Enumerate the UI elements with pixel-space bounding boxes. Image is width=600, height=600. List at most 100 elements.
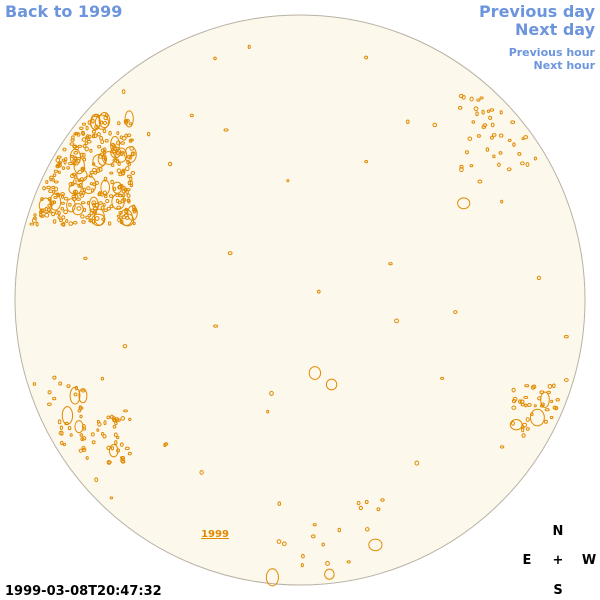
next-hour-link[interactable]: Next hour bbox=[534, 59, 596, 72]
feature bbox=[461, 94, 466, 100]
feature bbox=[116, 168, 122, 173]
back-link[interactable]: Back to 1999 bbox=[5, 2, 122, 21]
feature bbox=[126, 174, 132, 178]
feature bbox=[47, 203, 52, 208]
feature bbox=[53, 195, 58, 200]
feature bbox=[68, 182, 73, 187]
previous-hour-link[interactable]: Previous hour bbox=[509, 46, 596, 59]
feature bbox=[563, 378, 569, 382]
feature bbox=[78, 388, 88, 404]
feature bbox=[57, 215, 61, 220]
feature bbox=[106, 206, 111, 211]
feature bbox=[533, 404, 537, 408]
feature bbox=[68, 202, 72, 207]
feature bbox=[473, 106, 479, 112]
feature bbox=[114, 192, 120, 197]
feature bbox=[121, 213, 135, 227]
feature bbox=[199, 470, 204, 475]
compass-center: + bbox=[553, 553, 564, 568]
feature bbox=[106, 459, 112, 465]
feature bbox=[380, 498, 385, 502]
feature bbox=[95, 180, 99, 186]
feature bbox=[98, 201, 103, 205]
feature bbox=[511, 405, 517, 410]
feature bbox=[127, 451, 132, 456]
feature bbox=[82, 152, 86, 158]
feature bbox=[51, 185, 56, 189]
feature bbox=[72, 221, 78, 225]
feature bbox=[549, 415, 554, 420]
feature bbox=[276, 539, 282, 544]
feature bbox=[91, 118, 95, 124]
feature bbox=[52, 375, 57, 380]
feature bbox=[98, 112, 111, 129]
feature bbox=[105, 198, 110, 204]
feature bbox=[286, 179, 290, 183]
feature bbox=[79, 414, 83, 419]
feature bbox=[124, 146, 137, 163]
feature bbox=[496, 162, 501, 167]
feature bbox=[265, 568, 279, 587]
feature bbox=[73, 151, 79, 155]
feature bbox=[520, 161, 525, 166]
feature bbox=[146, 131, 151, 137]
feature bbox=[524, 384, 530, 388]
feature bbox=[71, 196, 77, 202]
feature bbox=[51, 178, 55, 182]
feature bbox=[56, 155, 62, 159]
feature bbox=[519, 399, 525, 404]
feature bbox=[72, 190, 77, 194]
feature bbox=[518, 399, 522, 404]
feature bbox=[525, 417, 530, 422]
feature bbox=[53, 169, 59, 173]
feature bbox=[91, 440, 96, 445]
feature bbox=[511, 421, 515, 426]
feature bbox=[81, 220, 86, 224]
feature bbox=[388, 262, 393, 266]
feature bbox=[486, 109, 491, 113]
feature bbox=[63, 196, 69, 201]
feature bbox=[481, 109, 485, 115]
feature bbox=[530, 412, 534, 417]
feature bbox=[85, 125, 89, 131]
feature bbox=[74, 420, 84, 434]
year-link[interactable]: 1999 bbox=[201, 529, 229, 540]
feature bbox=[108, 130, 112, 136]
feature bbox=[66, 198, 76, 213]
next-day-link[interactable]: Next day bbox=[515, 20, 596, 39]
feature bbox=[481, 125, 486, 129]
feature bbox=[511, 398, 517, 404]
feature bbox=[110, 163, 115, 167]
feature bbox=[76, 158, 81, 164]
feature bbox=[32, 216, 37, 220]
feature bbox=[54, 186, 59, 192]
feature bbox=[469, 164, 474, 168]
feature bbox=[476, 98, 481, 102]
feature bbox=[247, 44, 251, 50]
feature bbox=[94, 114, 109, 130]
feature bbox=[124, 209, 128, 214]
feature bbox=[123, 409, 128, 413]
feature bbox=[102, 129, 107, 134]
feature bbox=[110, 136, 120, 154]
previous-day-link[interactable]: Previous day bbox=[479, 2, 596, 21]
feature bbox=[69, 148, 81, 166]
feature bbox=[522, 422, 528, 428]
feature bbox=[80, 166, 86, 171]
feature bbox=[475, 111, 479, 117]
feature bbox=[120, 416, 126, 421]
feature bbox=[57, 419, 62, 425]
feature bbox=[97, 144, 102, 149]
feature bbox=[94, 477, 99, 483]
feature bbox=[406, 119, 410, 125]
feature bbox=[453, 310, 458, 315]
feature bbox=[104, 113, 109, 118]
feature bbox=[464, 150, 470, 155]
feature bbox=[85, 215, 90, 220]
feature bbox=[116, 131, 120, 135]
solar-disc bbox=[14, 14, 586, 586]
feature bbox=[63, 209, 68, 215]
feature bbox=[469, 96, 474, 102]
feature bbox=[533, 156, 537, 161]
feature bbox=[129, 184, 134, 188]
